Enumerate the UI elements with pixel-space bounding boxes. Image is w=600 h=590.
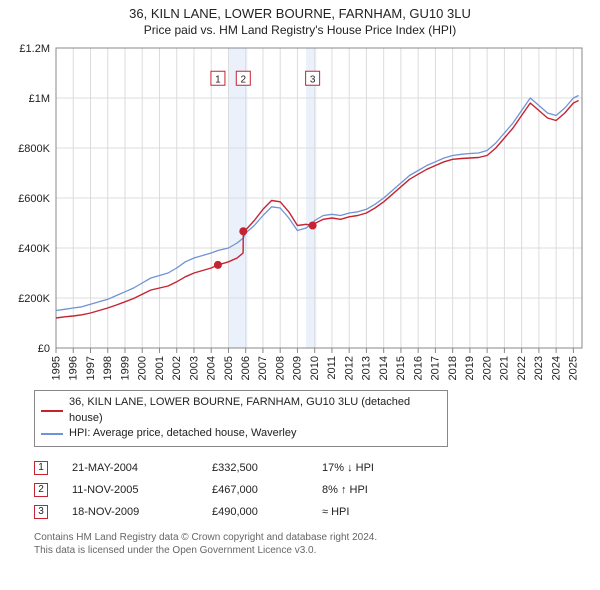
svg-text:2016: 2016 — [412, 356, 424, 380]
transactions-table: 1 21-MAY-2004£332,50017% ↓ HPI 2 11-NOV-200… — [34, 457, 590, 523]
svg-text:£0: £0 — [38, 343, 50, 355]
svg-text:2021: 2021 — [499, 356, 511, 380]
transaction-marker: 2 — [34, 483, 48, 497]
svg-text:£1.2M: £1.2M — [19, 43, 50, 55]
legend: 36, KILN LANE, LOWER BOURNE, FARNHAM, GU… — [34, 390, 448, 446]
svg-text:2014: 2014 — [378, 356, 390, 380]
svg-text:1999: 1999 — [119, 356, 131, 380]
transaction-delta: 8% ↑ HPI — [322, 484, 442, 496]
svg-text:2: 2 — [241, 75, 247, 86]
svg-text:2000: 2000 — [137, 356, 149, 380]
footer-line1: Contains HM Land Registry data © Crown c… — [34, 531, 590, 544]
svg-text:2024: 2024 — [550, 356, 562, 380]
svg-text:2006: 2006 — [240, 356, 252, 380]
svg-text:£1M: £1M — [29, 93, 50, 105]
svg-text:2017: 2017 — [430, 356, 442, 380]
svg-text:2020: 2020 — [481, 356, 493, 380]
transaction-date: 11-NOV-2005 — [72, 484, 212, 496]
svg-text:1996: 1996 — [68, 356, 80, 380]
svg-text:£800K: £800K — [18, 143, 50, 155]
transaction-date: 18-NOV-2009 — [72, 506, 212, 518]
svg-text:1: 1 — [215, 75, 221, 86]
transaction-row: 3 18-NOV-2009£490,000≈ HPI — [34, 501, 590, 523]
svg-text:2011: 2011 — [326, 356, 338, 380]
svg-text:2012: 2012 — [343, 356, 355, 380]
svg-text:1998: 1998 — [102, 356, 114, 380]
chart-svg: £0 £200K £400K £600K £800K £1M £1.2M 1995 1996 19… — [10, 42, 590, 382]
transaction-price: £332,500 — [212, 462, 322, 474]
transaction-price: £490,000 — [212, 506, 322, 518]
svg-text:2010: 2010 — [309, 356, 321, 380]
svg-text:£600K: £600K — [18, 193, 50, 205]
legend-item: HPI: Average price, detached house, Wave… — [41, 426, 441, 441]
legend-label: 36, KILN LANE, LOWER BOURNE, FARNHAM, GU… — [69, 395, 441, 426]
chart-title-block: 36, KILN LANE, LOWER BOURNE, FARNHAM, GU… — [0, 0, 600, 38]
svg-text:2023: 2023 — [533, 356, 545, 380]
svg-text:£200K: £200K — [18, 293, 50, 305]
svg-text:2009: 2009 — [292, 356, 304, 380]
svg-text:2002: 2002 — [171, 356, 183, 380]
svg-text:2003: 2003 — [188, 356, 200, 380]
transaction-marker: 1 — [34, 461, 48, 475]
svg-text:2005: 2005 — [223, 356, 235, 380]
legend-label: HPI: Average price, detached house, Wave… — [69, 426, 296, 441]
svg-text:2007: 2007 — [257, 356, 269, 380]
transaction-row: 1 21-MAY-2004£332,50017% ↓ HPI — [34, 457, 590, 479]
price-chart: £0 £200K £400K £600K £800K £1M £1.2M 1995 1996 19… — [10, 42, 590, 382]
transaction-delta: 17% ↓ HPI — [322, 462, 442, 474]
svg-text:2013: 2013 — [361, 356, 373, 380]
transaction-date: 21-MAY-2004 — [72, 462, 212, 474]
transaction-row: 2 11-NOV-2005£467,0008% ↑ HPI — [34, 479, 590, 501]
legend-item: 36, KILN LANE, LOWER BOURNE, FARNHAM, GU… — [41, 395, 441, 426]
svg-text:2004: 2004 — [206, 356, 218, 380]
svg-text:3: 3 — [310, 75, 316, 86]
svg-text:2025: 2025 — [568, 356, 580, 380]
svg-text:2018: 2018 — [447, 356, 459, 380]
svg-text:£400K: £400K — [18, 243, 50, 255]
data-attribution: Contains HM Land Registry data © Crown c… — [34, 531, 590, 557]
svg-text:2001: 2001 — [154, 356, 166, 380]
svg-text:2008: 2008 — [274, 356, 286, 380]
transaction-delta: ≈ HPI — [322, 506, 442, 518]
svg-text:2019: 2019 — [464, 356, 476, 380]
chart-title-line2: Price paid vs. HM Land Registry's House … — [0, 23, 600, 39]
transaction-price: £467,000 — [212, 484, 322, 496]
legend-swatch — [41, 433, 63, 435]
transaction-marker: 3 — [34, 505, 48, 519]
legend-swatch — [41, 410, 63, 412]
footer-line2: This data is licensed under the Open Gov… — [34, 544, 590, 557]
svg-text:1997: 1997 — [85, 356, 97, 380]
svg-text:2022: 2022 — [516, 356, 528, 380]
svg-text:1995: 1995 — [50, 356, 62, 380]
svg-text:2015: 2015 — [395, 356, 407, 380]
chart-title-line1: 36, KILN LANE, LOWER BOURNE, FARNHAM, GU… — [0, 6, 600, 23]
